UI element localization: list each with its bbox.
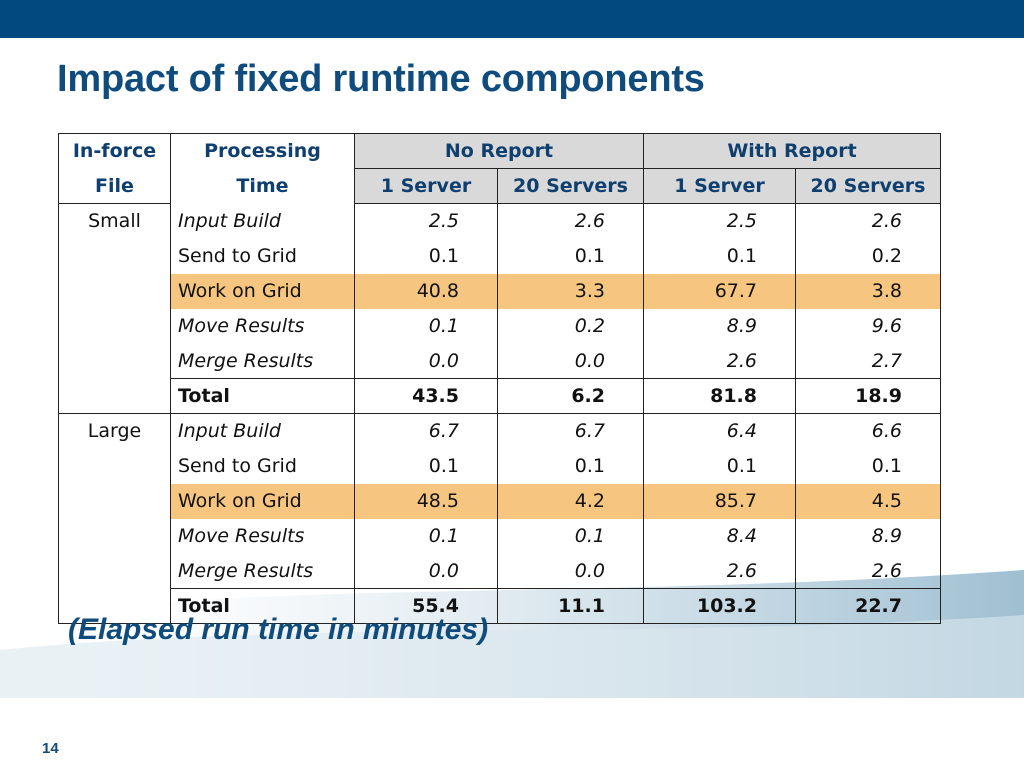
value-cell: 0.2 [497, 308, 644, 344]
runtime-table: In-force Processing No Report With Repor… [58, 133, 941, 624]
value-cell: 4.5 [795, 483, 941, 519]
row-label: Work on Grid [170, 483, 355, 519]
value-cell: 0.0 [354, 343, 498, 379]
value-cell: 2.7 [795, 343, 941, 379]
value-cell: 2.6 [795, 553, 941, 589]
value-cell: 2.6 [795, 203, 941, 239]
row-label: Total [170, 588, 355, 624]
value-cell: 22.7 [795, 588, 941, 624]
row-label: Work on Grid [170, 273, 355, 309]
value-cell: 0.1 [643, 448, 796, 484]
header-row-1: In-force Processing No Report With Repor… [58, 133, 941, 169]
value-cell: 6.7 [354, 413, 498, 449]
value-cell: 8.4 [643, 518, 796, 554]
table-row: Large Input Build 6.7 6.7 6.4 6.6 [58, 413, 941, 624]
value-cell: 0.1 [354, 448, 498, 484]
value-cell: 0.2 [795, 238, 941, 274]
value-cell: 0.1 [354, 308, 498, 344]
value-cell: 0.0 [497, 343, 644, 379]
table-row: Merge Results 0.0 0.0 2.6 2.6 [59, 553, 941, 589]
value-cell: 0.1 [497, 448, 644, 484]
value-cell: 0.0 [497, 553, 644, 589]
value-cell: 0.1 [643, 238, 796, 274]
slide-title: Impact of fixed runtime components [57, 58, 705, 100]
value-cell: 2.5 [354, 203, 498, 239]
table-row: Send to Grid 0.1 0.1 0.1 0.2 [59, 238, 941, 274]
value-cell: 67.7 [643, 273, 796, 309]
value-cell: 48.5 [354, 483, 498, 519]
row-label: Send to Grid [170, 238, 355, 274]
table-row: Total 55.4 11.1 103.2 22.7 [59, 588, 941, 624]
row-label: Input Build [170, 413, 355, 449]
value-cell: 2.6 [497, 203, 644, 239]
value-cell: 43.5 [354, 378, 498, 414]
caption: (Elapsed run time in minutes) [68, 613, 489, 646]
row-label: Move Results [170, 518, 355, 554]
table-row: Work on Grid 40.8 3.3 67.7 3.8 [59, 273, 941, 309]
value-cell: 0.1 [795, 448, 941, 484]
with-report-header: With Report [643, 133, 941, 169]
value-cell: 0.1 [354, 238, 498, 274]
col-header-no-report-1-server: 1 Server [354, 168, 498, 204]
row-label: Merge Results [170, 553, 355, 589]
col-header-with-report-20-servers: 20 Servers [795, 168, 941, 204]
table-body: Small Input Build 2.5 2.6 2.5 2.6 Send to Grid… [58, 203, 941, 624]
value-cell: 0.1 [497, 238, 644, 274]
value-cell: 8.9 [795, 518, 941, 554]
inforce-file-cell: Large [58, 413, 171, 624]
value-cell: 55.4 [354, 588, 498, 624]
row-label: Send to Grid [170, 448, 355, 484]
inforce-header: In-force [58, 133, 171, 169]
row-label: Move Results [170, 308, 355, 344]
value-cell: 8.9 [643, 308, 796, 344]
value-cell: 18.9 [795, 378, 941, 414]
value-cell: 2.6 [643, 553, 796, 589]
value-cell: 11.1 [497, 588, 644, 624]
table-row: Move Results 0.1 0.2 8.9 9.6 [59, 308, 941, 344]
inforce-header-line2: File [58, 168, 171, 204]
table-row: Small Input Build 2.5 2.6 2.5 2.6 [58, 203, 941, 414]
table-row: Move Results 0.1 0.1 8.4 8.9 [59, 518, 941, 554]
col-header-with-report-1-server: 1 Server [643, 168, 796, 204]
col-header-no-report-20-servers: 20 Servers [497, 168, 644, 204]
value-cell: 6.7 [497, 413, 644, 449]
value-cell: 9.6 [795, 308, 941, 344]
processing-header: Processing [170, 133, 355, 169]
header-row-2: File Time 1 Server 20 Servers 1 Server 2… [58, 168, 941, 204]
value-cell: 103.2 [643, 588, 796, 624]
table-row: Work on Grid 48.5 4.2 85.7 4.5 [59, 483, 941, 519]
row-label: Total [170, 378, 355, 414]
top-banner [0, 0, 1024, 38]
value-cell: 2.6 [643, 343, 796, 379]
inforce-file-cell: Small [58, 203, 171, 414]
no-report-header: No Report [354, 133, 644, 169]
value-cell: 3.3 [497, 273, 644, 309]
value-cell: 6.2 [497, 378, 644, 414]
table-row: Merge Results 0.0 0.0 2.6 2.7 [59, 343, 941, 379]
value-cell: 3.8 [795, 273, 941, 309]
value-cell: 0.1 [497, 518, 644, 554]
row-label: Merge Results [170, 343, 355, 379]
table-row: Total 43.5 6.2 81.8 18.9 [59, 378, 941, 414]
value-cell: 81.8 [643, 378, 796, 414]
value-cell: 6.4 [643, 413, 796, 449]
value-cell: 40.8 [354, 273, 498, 309]
value-cell: 0.0 [354, 553, 498, 589]
value-cell: 6.6 [795, 413, 941, 449]
table-row: Send to Grid 0.1 0.1 0.1 0.1 [59, 448, 941, 484]
processing-header-line2: Time [170, 168, 355, 204]
value-cell: 2.5 [643, 203, 796, 239]
value-cell: 0.1 [354, 518, 498, 554]
page-number: 14 [42, 740, 59, 757]
value-cell: 85.7 [643, 483, 796, 519]
row-label: Input Build [170, 203, 355, 239]
value-cell: 4.2 [497, 483, 644, 519]
